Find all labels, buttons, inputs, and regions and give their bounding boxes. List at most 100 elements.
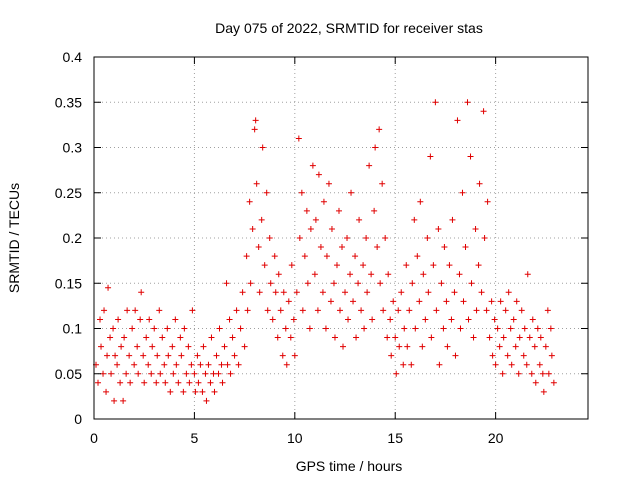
data-point (312, 216, 319, 223)
data-point (512, 343, 519, 350)
data-point (185, 343, 192, 350)
data-point (140, 352, 147, 359)
data-point (164, 325, 171, 332)
data-point (353, 334, 360, 341)
data-point (521, 325, 528, 332)
data-point (156, 307, 163, 314)
data-point (468, 280, 475, 287)
data-point (456, 271, 463, 278)
data-point (186, 379, 193, 386)
data-point (132, 307, 139, 314)
data-point (280, 289, 287, 296)
data-point (252, 117, 259, 124)
data-point (267, 280, 274, 287)
data-point (191, 370, 198, 377)
data-point (173, 361, 180, 368)
data-point (135, 370, 142, 377)
data-point (101, 307, 108, 314)
data-point (216, 325, 223, 332)
axis-ticks (93, 56, 588, 420)
data-point (380, 307, 387, 314)
data-point (272, 289, 279, 296)
data-point (275, 271, 282, 278)
data-point (438, 280, 445, 287)
data-point (526, 334, 533, 341)
data-point (145, 361, 152, 368)
data-point (291, 352, 298, 359)
data-point (436, 361, 443, 368)
data-point (285, 298, 292, 305)
data-point (314, 307, 321, 314)
x-axis-label: GPS time / hours (296, 458, 403, 474)
data-point (478, 289, 485, 296)
data-point (194, 352, 201, 359)
data-point (143, 334, 150, 341)
y-tick-label: 0.4 (63, 49, 83, 65)
data-point (181, 325, 188, 332)
data-point (287, 334, 294, 341)
data-point (408, 361, 415, 368)
data-point (339, 244, 346, 251)
y-axis-label: SRMTID / TECUs (6, 183, 22, 293)
data-point (374, 244, 381, 251)
data-point (178, 352, 185, 359)
data-point (134, 343, 141, 350)
data-point (104, 352, 111, 359)
data-point (188, 361, 195, 368)
data-point (154, 352, 161, 359)
data-point (536, 361, 543, 368)
data-point (315, 171, 322, 178)
x-tick-labels: 0 5 10 15 20 (90, 430, 504, 446)
data-point (414, 253, 421, 260)
data-point (253, 180, 260, 187)
data-point (540, 388, 547, 395)
data-point (369, 316, 376, 323)
data-point (183, 370, 190, 377)
data-point (523, 361, 530, 368)
data-point (492, 361, 499, 368)
data-point (117, 379, 124, 386)
chart-title: Day 075 of 2022, SRMTID for receiver sta… (215, 20, 483, 36)
data-point (379, 180, 386, 187)
data-point (218, 361, 225, 368)
data-point (123, 370, 130, 377)
data-point (515, 370, 522, 377)
data-point (427, 153, 434, 160)
grid-lines (94, 57, 588, 419)
data-point (441, 244, 448, 251)
data-point (382, 235, 389, 241)
data-point (161, 361, 168, 368)
data-point (233, 307, 240, 314)
data-point (428, 334, 435, 341)
data-point (175, 379, 182, 386)
data-point (348, 189, 355, 196)
data-point (247, 280, 254, 287)
data-point (440, 325, 447, 332)
data-point (151, 325, 158, 332)
data-point (454, 117, 461, 124)
data-point (472, 225, 479, 232)
data-point (422, 316, 429, 323)
data-point (404, 343, 411, 350)
data-point (347, 271, 354, 278)
data-point (229, 334, 236, 341)
data-point (486, 334, 493, 341)
data-point (304, 280, 311, 287)
data-point (355, 280, 362, 287)
data-point (124, 307, 131, 314)
data-point (249, 225, 256, 232)
data-point (524, 271, 531, 278)
data-point (303, 207, 310, 214)
data-point (363, 235, 370, 241)
data-point (400, 361, 407, 368)
data-point (368, 271, 375, 278)
data-point (384, 334, 391, 341)
data-point (115, 316, 122, 323)
data-point (377, 280, 384, 287)
data-point (223, 280, 230, 287)
x-tick-label: 15 (387, 430, 403, 446)
data-points (93, 99, 557, 404)
data-point (120, 397, 127, 404)
data-point (274, 334, 281, 341)
data-point (518, 307, 525, 314)
